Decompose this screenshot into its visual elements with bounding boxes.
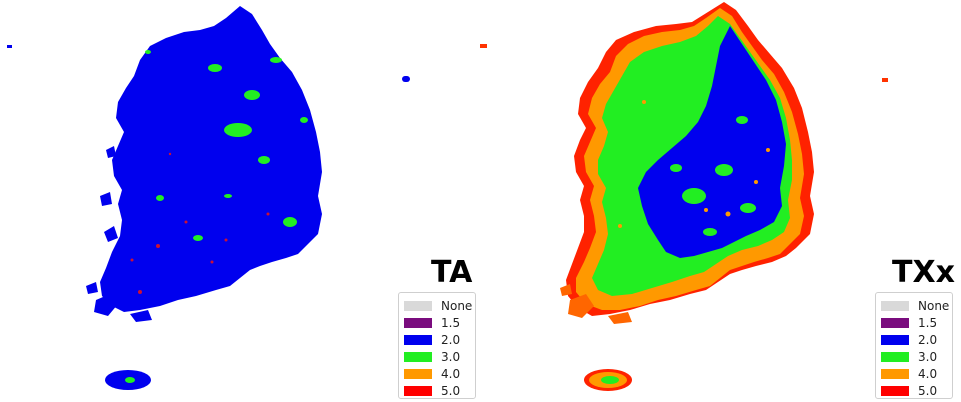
- legend-label: None: [441, 298, 473, 313]
- legend-swatch: [404, 300, 432, 311]
- legend-item: 5.0: [881, 382, 947, 399]
- legend-swatch: [881, 334, 909, 345]
- legend-label: 5.0: [918, 383, 938, 398]
- orange-dots: [618, 100, 770, 228]
- legend-item: None: [881, 297, 950, 314]
- legend-swatch: [404, 334, 432, 345]
- map-ta: [7, 6, 410, 390]
- legend-swatch: [404, 368, 432, 379]
- map-panel-ta: TA None 1.5 2.0 3.0 4.0 5.0: [0, 0, 480, 402]
- jeju-center: [601, 376, 619, 384]
- legend-label: 2.0: [441, 332, 461, 347]
- coast-islands-sw: [560, 284, 632, 324]
- legend-swatch: [881, 385, 909, 396]
- islet: [480, 44, 487, 48]
- legend-label: 3.0: [441, 349, 461, 364]
- legend-item: 1.5: [881, 314, 947, 331]
- legend-label: 2.0: [918, 332, 938, 347]
- legend-label: 4.0: [441, 366, 461, 381]
- green-patches: [145, 50, 308, 241]
- legend-label: 4.0: [918, 366, 938, 381]
- legend: None 1.5 2.0 3.0 4.0 5.0: [875, 292, 953, 399]
- legend: None 1.5 2.0 3.0 4.0 5.0: [398, 292, 476, 399]
- red-dots: [130, 152, 270, 294]
- legend-swatch: [881, 351, 909, 362]
- legend-item: 1.5: [404, 314, 470, 331]
- legend-item: 5.0: [404, 382, 470, 399]
- legend-label: None: [918, 298, 950, 313]
- legend-item: 3.0: [881, 348, 947, 365]
- legend-item: 4.0: [404, 365, 470, 382]
- legend-item: None: [404, 297, 473, 314]
- legend-item: 3.0: [404, 348, 470, 365]
- map-title: TXx: [892, 255, 955, 290]
- legend-label: 1.5: [441, 315, 461, 330]
- islet: [882, 78, 888, 82]
- mainland-region: [100, 6, 322, 312]
- legend-item: 4.0: [881, 365, 947, 382]
- map-txx: [480, 2, 888, 391]
- islet: [402, 76, 410, 82]
- islet: [7, 45, 12, 48]
- coast-islands-sw: [86, 282, 152, 322]
- map-title: TA: [431, 255, 473, 290]
- legend-swatch: [404, 385, 432, 396]
- legend-swatch: [881, 368, 909, 379]
- legend-label: 5.0: [441, 383, 461, 398]
- coast-islands-w: [100, 146, 118, 242]
- legend-label: 3.0: [918, 349, 938, 364]
- legend-swatch: [881, 300, 909, 311]
- blue-region: [638, 26, 786, 258]
- green-patches: [670, 116, 756, 236]
- legend-swatch: [404, 351, 432, 362]
- jeju-patch: [125, 377, 135, 383]
- legend-item: 2.0: [881, 331, 947, 348]
- map-panel-txx: TXx None 1.5 2.0 3.0 4.0 5.0: [480, 0, 961, 402]
- legend-swatch: [404, 317, 432, 328]
- legend-swatch: [881, 317, 909, 328]
- legend-label: 1.5: [918, 315, 938, 330]
- legend-item: 2.0: [404, 331, 470, 348]
